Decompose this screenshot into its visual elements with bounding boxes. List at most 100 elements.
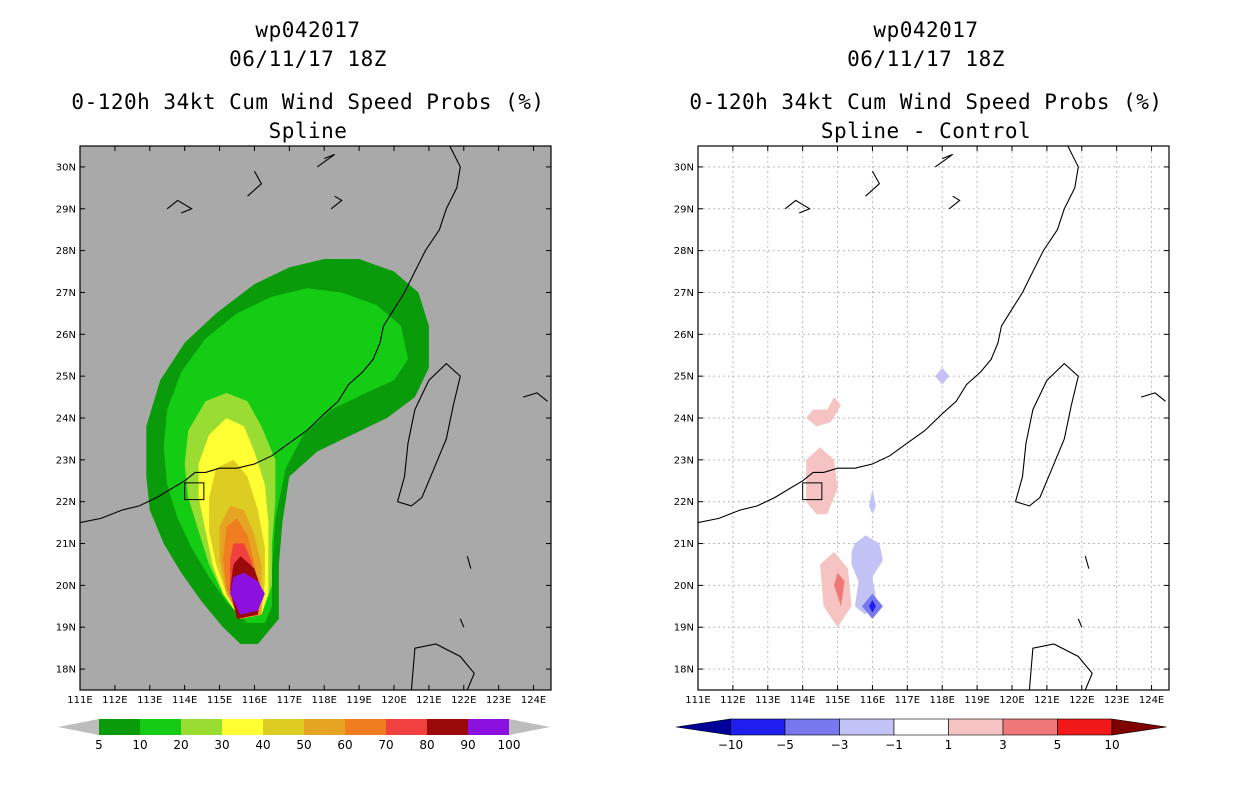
x-tick-label: 114E	[790, 695, 815, 706]
x-tick-label: 117E	[895, 695, 920, 706]
colorbar-swatch	[1057, 718, 1113, 736]
left-chart-title: 0-120h 34kt Cum Wind Speed Probs (%)	[71, 90, 545, 114]
colorbar-tick-label: −1	[885, 738, 903, 752]
colorbar-tick-label: 100	[498, 738, 521, 752]
coastline	[1028, 643, 1093, 690]
colorbar-swatch	[140, 719, 181, 735]
coastline	[948, 195, 961, 210]
colorbar-tick-label: −5	[776, 738, 794, 752]
left-datetime: 06/11/17 18Z	[229, 47, 387, 71]
x-tick-label: 124E	[521, 695, 546, 706]
colorbar-tick-label: 70	[378, 738, 393, 752]
x-tick-label: 120E	[381, 695, 406, 706]
colorbar-swatch	[730, 718, 786, 736]
contour-fill-neg5	[869, 600, 876, 613]
y-tick-label: 19N	[674, 623, 694, 634]
y-tick-label: 18N	[674, 665, 694, 676]
y-tick-label: 25N	[674, 372, 694, 383]
coastline	[80, 146, 461, 524]
colorbar-tick-label: 50	[296, 738, 311, 752]
colorbar-swatch	[181, 719, 222, 735]
x-tick-label: 123E	[1104, 695, 1129, 706]
x-tick-label: 111E	[67, 695, 92, 706]
y-tick-label: 22N	[674, 497, 694, 508]
y-tick-label: 20N	[674, 581, 694, 592]
x-tick-label: 121E	[1034, 695, 1059, 706]
colorbar-swatch	[893, 718, 949, 736]
x-tick-label: 121E	[416, 695, 441, 706]
y-tick-label: 26N	[674, 330, 694, 341]
colorbar-upper-arrow	[509, 719, 550, 735]
y-tick-label: 30N	[674, 162, 694, 173]
x-tick-label: 114E	[172, 695, 197, 706]
contour-fill-neg1	[851, 535, 883, 615]
y-tick-label: 29N	[56, 204, 76, 215]
colorbar-swatch	[222, 719, 263, 735]
x-tick-label: 118E	[930, 695, 955, 706]
x-tick-label: 118E	[312, 695, 337, 706]
map-plot-area	[698, 146, 1169, 690]
colorbar-swatch	[468, 719, 509, 735]
colorbar-tick-label: 3	[999, 738, 1007, 752]
x-tick-label: 115E	[825, 695, 850, 706]
colorbar-swatch	[263, 719, 304, 735]
colorbar-swatch	[427, 719, 468, 735]
right-panel-header: wp042017 06/11/17 18Z 0-120h 34kt Cum Wi…	[676, 16, 1176, 146]
difference-map-panel: 111E 112E 113E 114E 115E 116E 117E 118E 119E 120E…	[674, 145, 1170, 706]
coastline	[1077, 618, 1083, 628]
y-tick-label: 23N	[56, 455, 76, 466]
y-tick-label: 28N	[674, 246, 694, 257]
x-tick-label: 112E	[720, 695, 745, 706]
colorbar-swatch	[839, 718, 895, 736]
coastline	[466, 555, 472, 569]
x-tick-label: 122E	[1069, 695, 1094, 706]
x-tick-label: 116E	[860, 695, 885, 706]
coastline	[396, 362, 461, 507]
y-tick-label: 21N	[674, 539, 694, 550]
probability-colorbar: 5 10 20 30 40 50 60 70 80 90 100	[58, 719, 550, 752]
contour-fill-neg1	[869, 489, 876, 515]
colorbar-lower-arrow	[675, 718, 731, 736]
colorbar-tick-label: 5	[1054, 738, 1062, 752]
colorbar-tick-label: 20	[173, 738, 188, 752]
colorbar-tick-label: 5	[95, 738, 103, 752]
y-tick-label: 19N	[56, 623, 76, 634]
x-tick-label: 122E	[451, 695, 476, 706]
y-tick-label: 21N	[56, 539, 76, 550]
coastline	[522, 392, 548, 402]
coastline	[316, 153, 336, 168]
colorbar-lower-arrow	[58, 719, 99, 735]
colorbar-tick-label: −3	[831, 738, 849, 752]
colorbar-tick-label: 10	[1104, 738, 1119, 752]
x-tick-label: 117E	[277, 695, 302, 706]
x-tick-label: 113E	[755, 695, 780, 706]
coastline	[784, 199, 811, 214]
x-tick-label: 124E	[1139, 695, 1164, 706]
coastline	[698, 146, 1079, 524]
coastline	[1014, 362, 1079, 507]
colorbar-swatch	[99, 719, 140, 735]
contour-fill-1	[806, 447, 838, 515]
y-tick-label: 29N	[674, 204, 694, 215]
colorbar-swatch	[345, 719, 386, 735]
coastline	[865, 170, 881, 197]
y-tick-label: 27N	[674, 288, 694, 299]
colorbar-tick-label: −10	[718, 738, 743, 752]
coastline	[934, 153, 954, 168]
x-tick-label: 119E	[346, 695, 371, 706]
y-tick-label: 30N	[56, 162, 76, 173]
difference-colorbar: −10 −5 −3 −1 1 3 5 10	[675, 718, 1167, 752]
x-tick-label: 112E	[102, 695, 127, 706]
colorbar-tick-label: 40	[255, 738, 270, 752]
x-tick-label: 119E	[964, 695, 989, 706]
contour-fill-90	[230, 572, 265, 615]
left-storm-id: wp042017	[255, 18, 361, 42]
right-datetime: 06/11/17 18Z	[847, 47, 1005, 71]
x-tick-label: 115E	[207, 695, 232, 706]
probability-map-panel: 111E 112E 113E 114E 115E 116E 117E 118E 119E 120E…	[56, 145, 552, 706]
colorbar-tick-label: 60	[337, 738, 352, 752]
y-tick-label: 22N	[56, 497, 76, 508]
y-tick-label: 26N	[56, 330, 76, 341]
colorbar-swatch	[386, 719, 427, 735]
